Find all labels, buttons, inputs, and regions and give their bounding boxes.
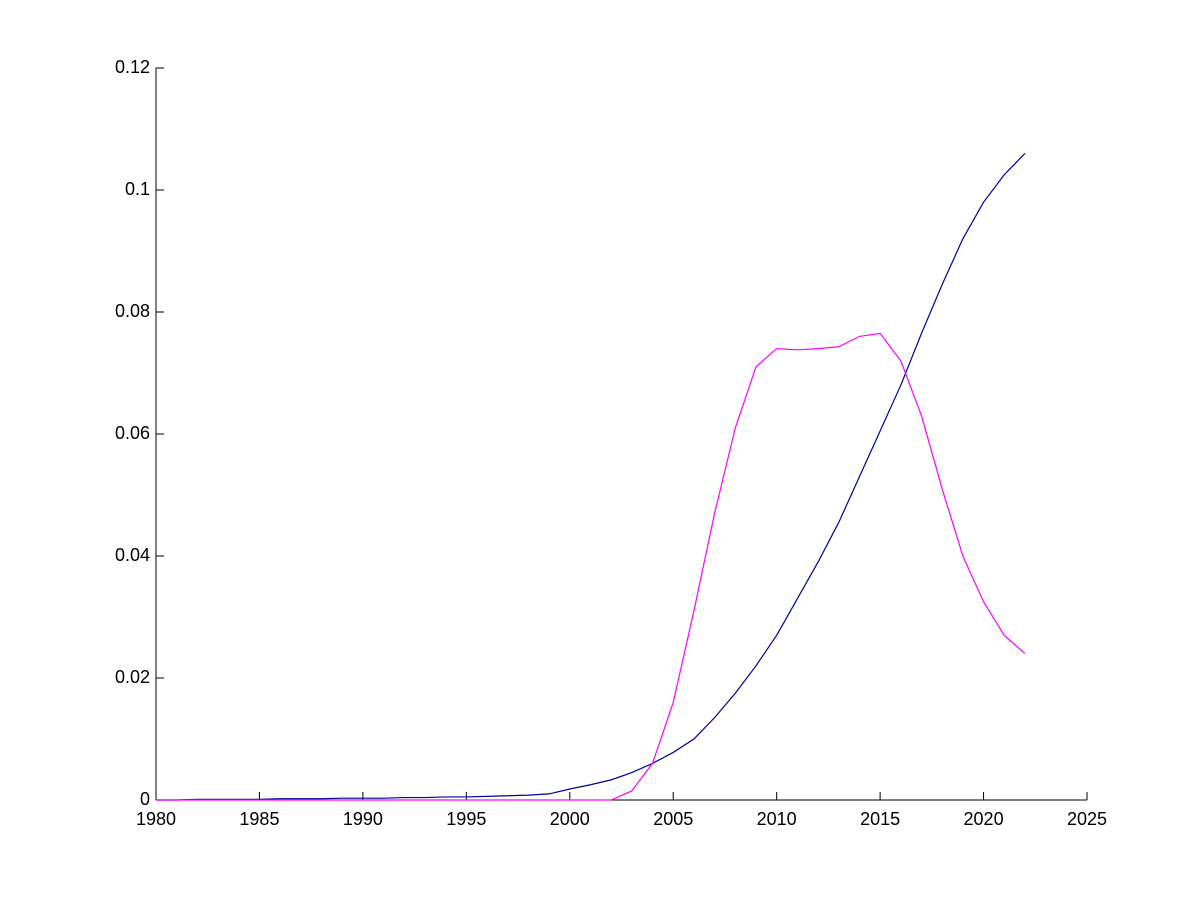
series-line	[156, 332, 1026, 801]
x-tick-label: 2020	[964, 809, 1004, 829]
y-tick-label: 0.02	[115, 667, 150, 687]
y-tick-label: 0.04	[115, 545, 150, 565]
y-tick-label: 0	[140, 789, 150, 809]
series-line	[156, 152, 1026, 801]
y-tick-label: 0.06	[115, 423, 150, 443]
x-tick-label: 1990	[343, 809, 383, 829]
y-tick-label: 0.1	[125, 179, 150, 199]
x-tick-label: 2025	[1067, 809, 1107, 829]
y-tick-label: 0.08	[115, 301, 150, 321]
x-tick-label: 2005	[653, 809, 693, 829]
x-tick-label: 1995	[446, 809, 486, 829]
x-tick-label: 1980	[136, 809, 176, 829]
x-tick-label: 2010	[757, 809, 797, 829]
x-tick-label: 1985	[239, 809, 279, 829]
x-tick-label: 2000	[550, 809, 590, 829]
y-tick-label: 0.12	[115, 57, 150, 77]
x-tick-label: 2015	[860, 809, 900, 829]
